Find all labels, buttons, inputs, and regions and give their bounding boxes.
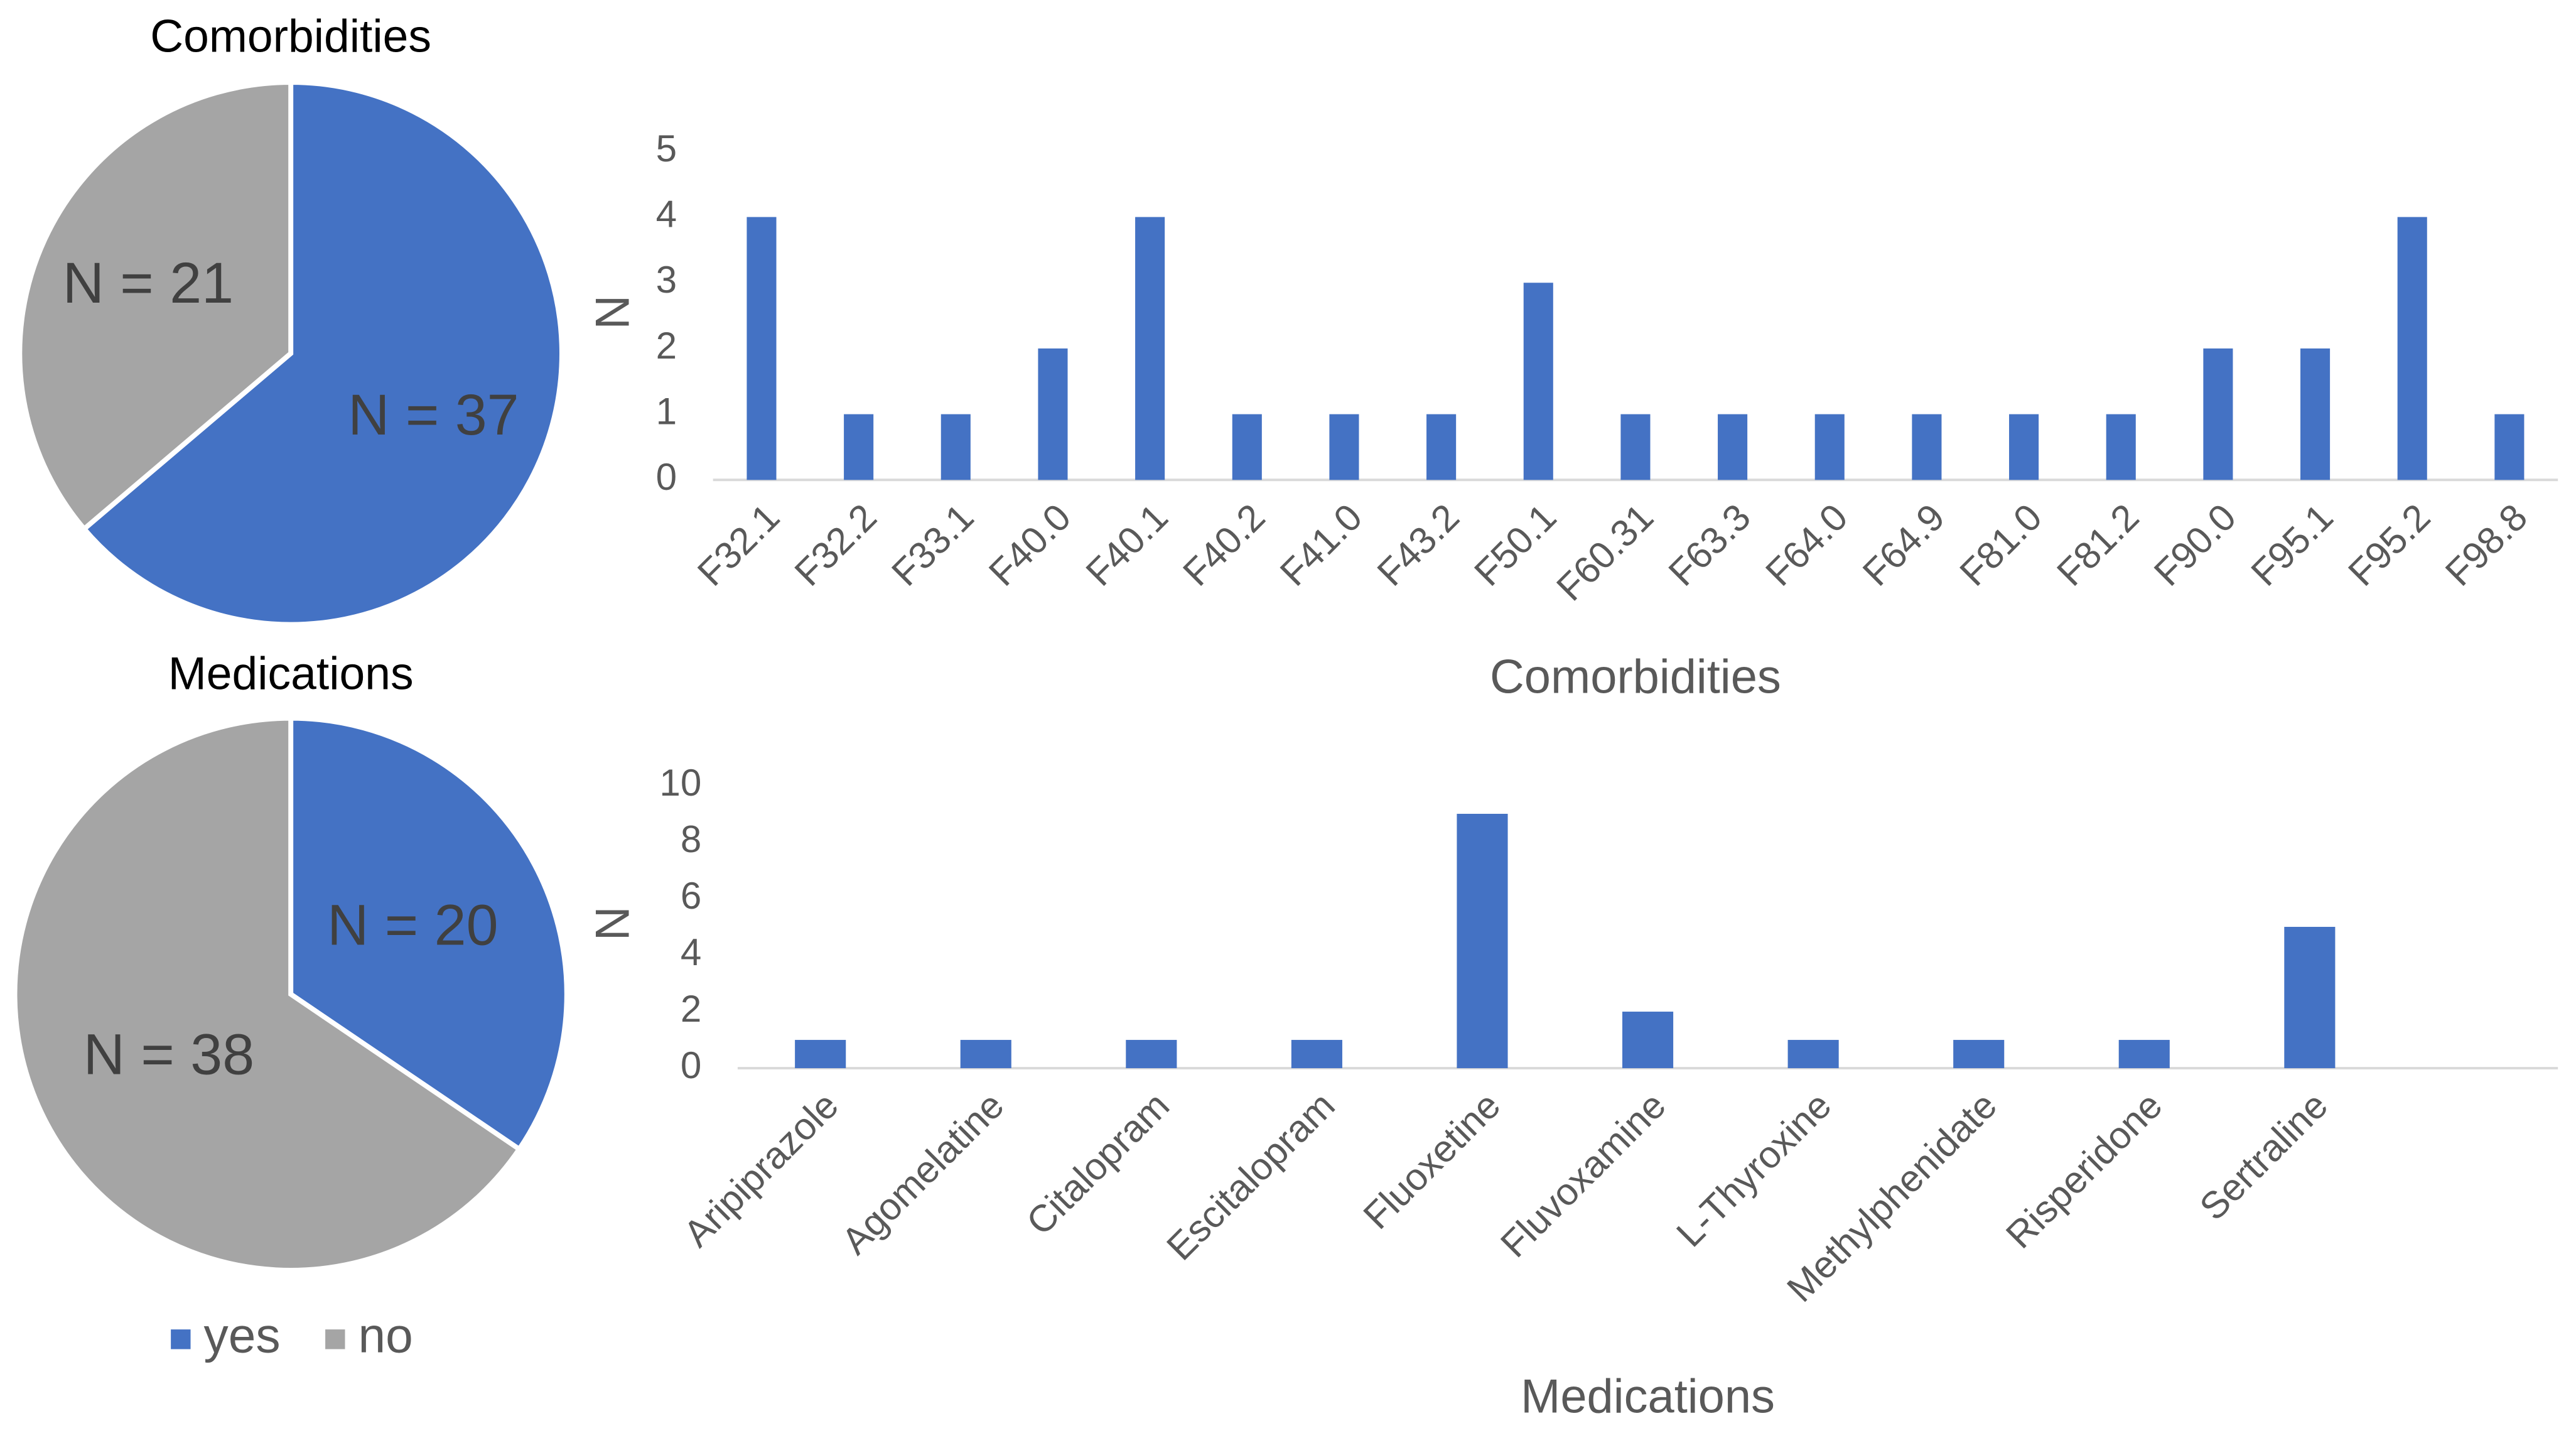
x-tick-label: F33.1 xyxy=(883,496,981,594)
pie-value-label: N = 37 xyxy=(348,383,519,447)
bar xyxy=(795,1040,846,1069)
x-tick-label: F63.3 xyxy=(1661,496,1759,594)
bar xyxy=(1912,414,1942,480)
x-tick-label: F95.1 xyxy=(2243,496,2341,594)
bar xyxy=(1426,414,1457,480)
bar xyxy=(1457,813,1508,1069)
y-axis-title: N xyxy=(586,906,639,941)
pie-slice xyxy=(12,715,523,1273)
x-tick-label: Sertraline xyxy=(2192,1084,2336,1228)
bar xyxy=(1718,414,1748,480)
x-tick-label: F64.9 xyxy=(1855,496,1953,594)
x-tick-label: Agomelatine xyxy=(834,1084,1012,1262)
x-tick-label: Escitalopram xyxy=(1158,1084,1342,1268)
x-tick-label: Aripiprazole xyxy=(676,1084,846,1255)
bar xyxy=(1523,283,1553,480)
y-tick-label: 8 xyxy=(681,818,701,860)
bar xyxy=(1038,348,1068,480)
x-tick-label: Fluoxetine xyxy=(1355,1084,1509,1237)
x-tick-label: F98.8 xyxy=(2437,496,2535,594)
x-tick-label: F43.2 xyxy=(1369,496,1467,594)
y-tick-label: 0 xyxy=(681,1044,701,1086)
y-tick-label: 3 xyxy=(656,259,677,301)
y-tick-label: 4 xyxy=(656,193,677,235)
bar xyxy=(2300,348,2331,480)
legend-label: no xyxy=(358,1308,412,1363)
pie-slice xyxy=(80,80,564,627)
bar xyxy=(1291,1040,1342,1069)
x-tick-label: F60.31 xyxy=(1548,496,1661,609)
pie-slice xyxy=(17,80,294,532)
bar xyxy=(960,1040,1011,1069)
x-tick-label: F81.0 xyxy=(1952,496,2050,594)
bar xyxy=(1787,1040,1839,1069)
y-tick-label: 2 xyxy=(681,988,701,1030)
x-tick-label: F40.1 xyxy=(1078,496,1176,594)
x-tick-label: F32.2 xyxy=(787,496,885,594)
bar xyxy=(1814,414,1845,480)
y-tick-label: 0 xyxy=(656,456,677,498)
bar xyxy=(2494,414,2525,480)
y-tick-label: 5 xyxy=(656,127,677,170)
legend-swatch xyxy=(171,1329,191,1349)
x-tick-label: F64.0 xyxy=(1757,496,1855,594)
legend-swatch xyxy=(325,1329,345,1349)
x-tick-label: Citalopram xyxy=(1018,1084,1177,1243)
y-axis-title: N xyxy=(586,295,639,330)
x-tick-label: F41.0 xyxy=(1272,496,1370,594)
bar xyxy=(1953,1040,2005,1069)
y-tick-label: 4 xyxy=(681,931,701,973)
bar xyxy=(2009,414,2039,480)
pie-title: Comorbidities xyxy=(150,10,431,62)
x-axis-title: Comorbidities xyxy=(1490,651,1781,704)
bar xyxy=(940,414,971,480)
bar xyxy=(2284,927,2336,1069)
bar xyxy=(1620,414,1651,480)
pie-slice xyxy=(288,715,569,1153)
y-tick-label: 10 xyxy=(659,762,701,804)
x-tick-label: F81.2 xyxy=(2049,496,2147,594)
x-tick-label: L-Thyroxine xyxy=(1668,1084,1839,1255)
bar xyxy=(2203,348,2233,480)
bar xyxy=(1126,1040,1177,1069)
y-tick-label: 6 xyxy=(681,875,701,917)
x-tick-label: Risperidone xyxy=(1998,1084,2170,1256)
bar xyxy=(1135,217,1165,480)
pie-value-label: N = 21 xyxy=(63,251,234,315)
x-tick-label: F90.0 xyxy=(2146,496,2244,594)
bar xyxy=(2118,1040,2170,1069)
y-tick-label: 2 xyxy=(656,325,677,367)
bar xyxy=(2106,414,2136,480)
x-tick-label: F40.2 xyxy=(1175,496,1273,594)
x-axis-title: Medications xyxy=(1521,1370,1775,1424)
bar xyxy=(2397,217,2427,480)
pie-value-label: N = 38 xyxy=(84,1022,254,1086)
x-tick-label: F95.2 xyxy=(2340,496,2438,594)
bar xyxy=(746,217,777,480)
bar xyxy=(1232,414,1262,480)
x-tick-label: F40.0 xyxy=(981,496,1079,594)
legend-label: yes xyxy=(203,1308,280,1363)
y-tick-label: 1 xyxy=(656,390,677,432)
x-tick-label: F32.1 xyxy=(689,496,787,594)
bar xyxy=(1622,1012,1674,1069)
x-tick-label: Fluvoxamine xyxy=(1492,1084,1674,1265)
bar xyxy=(1329,414,1359,480)
pie-title: Medications xyxy=(168,648,414,700)
bar xyxy=(844,414,874,480)
pie-value-label: N = 20 xyxy=(327,894,498,958)
